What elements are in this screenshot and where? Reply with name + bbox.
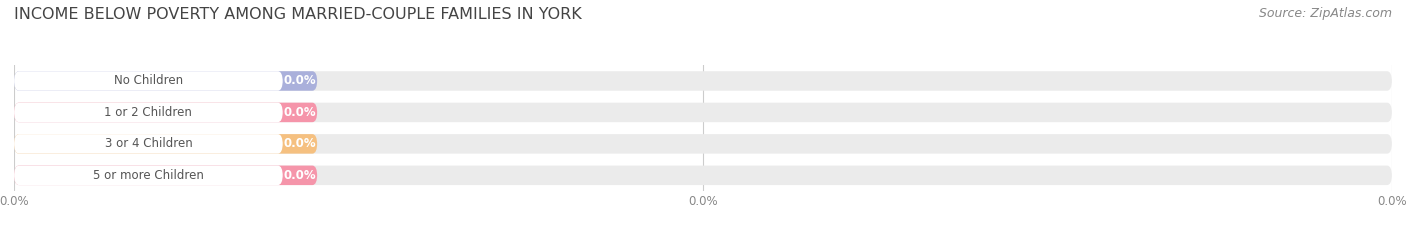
FancyBboxPatch shape — [14, 103, 283, 122]
Text: 0.0%: 0.0% — [284, 137, 316, 150]
Text: 3 or 4 Children: 3 or 4 Children — [104, 137, 193, 150]
Text: No Children: No Children — [114, 75, 183, 87]
FancyBboxPatch shape — [14, 134, 283, 154]
FancyBboxPatch shape — [14, 71, 283, 91]
FancyBboxPatch shape — [14, 103, 318, 122]
FancyBboxPatch shape — [14, 71, 318, 91]
Text: 0.0%: 0.0% — [284, 169, 316, 182]
FancyBboxPatch shape — [14, 134, 318, 154]
Text: 1 or 2 Children: 1 or 2 Children — [104, 106, 193, 119]
Text: 5 or more Children: 5 or more Children — [93, 169, 204, 182]
Text: Source: ZipAtlas.com: Source: ZipAtlas.com — [1258, 7, 1392, 20]
FancyBboxPatch shape — [14, 166, 318, 185]
Text: 0.0%: 0.0% — [284, 106, 316, 119]
Text: 0.0%: 0.0% — [284, 75, 316, 87]
FancyBboxPatch shape — [14, 71, 1392, 91]
FancyBboxPatch shape — [14, 166, 283, 185]
FancyBboxPatch shape — [14, 134, 1392, 154]
FancyBboxPatch shape — [14, 166, 1392, 185]
FancyBboxPatch shape — [14, 103, 1392, 122]
Text: INCOME BELOW POVERTY AMONG MARRIED-COUPLE FAMILIES IN YORK: INCOME BELOW POVERTY AMONG MARRIED-COUPL… — [14, 7, 582, 22]
